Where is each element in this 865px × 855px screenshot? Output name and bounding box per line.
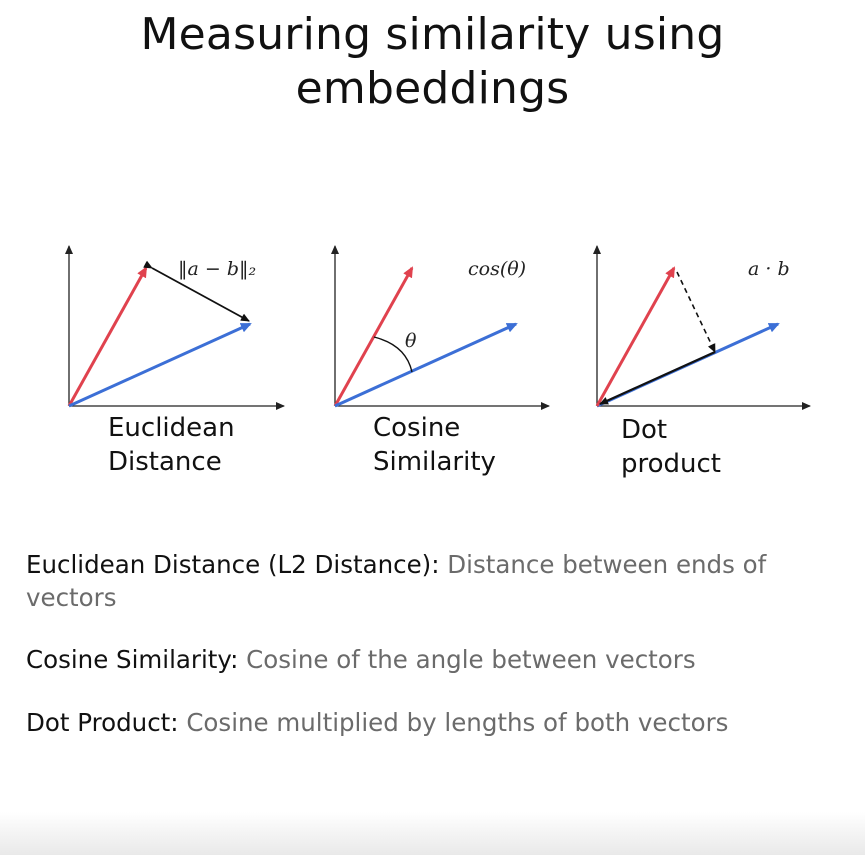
cosine-formula: cos(θ) bbox=[468, 258, 526, 280]
cosine-caption-line-2: Similarity bbox=[373, 447, 496, 477]
dot-projection-line bbox=[676, 271, 716, 353]
cosine-vector-b bbox=[334, 322, 518, 408]
euclidean-distance-arrow bbox=[143, 260, 250, 322]
euclidean-caption-line-1: Euclidean bbox=[108, 413, 235, 443]
definition-term: Dot Product: bbox=[26, 708, 179, 737]
euclidean-caption: Euclidean Distance bbox=[108, 411, 235, 479]
title-line-1: Measuring similarity using bbox=[140, 9, 725, 60]
dot-product-diagram: a · b bbox=[593, 245, 811, 410]
definition-euclidean: Euclidean Distance (L2 Distance): Distan… bbox=[26, 548, 856, 614]
definition-description: Cosine multiplied by lengths of both vec… bbox=[186, 708, 729, 737]
definition-term: Euclidean Distance (L2 Distance): bbox=[26, 550, 440, 579]
euclidean-vector-b bbox=[68, 322, 252, 408]
dot-caption-line-2: product bbox=[621, 449, 722, 479]
dot-formula: a · b bbox=[748, 258, 790, 280]
definition-dot-product: Dot Product: Cosine multiplied by length… bbox=[26, 706, 856, 739]
page-title: Measuring similarity using embeddings bbox=[0, 8, 865, 116]
euclidean-diagram: ‖a − b‖₂ bbox=[65, 245, 285, 410]
dot-caption-line-1: Dot bbox=[621, 415, 668, 445]
definition-description: Distance between ends of vectors bbox=[26, 550, 767, 612]
similarity-diagrams: ‖a − b‖₂ θ cos(θ) a · b bbox=[65, 245, 811, 410]
definition-term: Cosine Similarity: bbox=[26, 645, 239, 674]
definition-cosine: Cosine Similarity: Cosine of the angle b… bbox=[26, 643, 856, 676]
dot-caption: Dot product bbox=[621, 413, 721, 481]
cosine-caption-line-1: Cosine bbox=[373, 413, 461, 443]
definition-description: Cosine of the angle between vectors bbox=[246, 645, 696, 674]
dot-projection-vector bbox=[599, 350, 716, 406]
title-line-2: embeddings bbox=[295, 63, 570, 114]
cosine-caption: Cosine Similarity bbox=[373, 411, 496, 479]
cosine-angle-arc bbox=[373, 336, 413, 373]
euclidean-caption-line-2: Distance bbox=[108, 447, 222, 477]
cosine-vector-a bbox=[333, 266, 414, 407]
euclidean-vector-a bbox=[67, 266, 148, 407]
euclidean-formula: ‖a − b‖₂ bbox=[178, 258, 256, 280]
cosine-diagram: θ cos(θ) bbox=[331, 245, 550, 410]
bottom-shadow-bar bbox=[0, 812, 865, 855]
cosine-angle-label: θ bbox=[405, 330, 417, 352]
dot-vector-a bbox=[595, 266, 676, 407]
